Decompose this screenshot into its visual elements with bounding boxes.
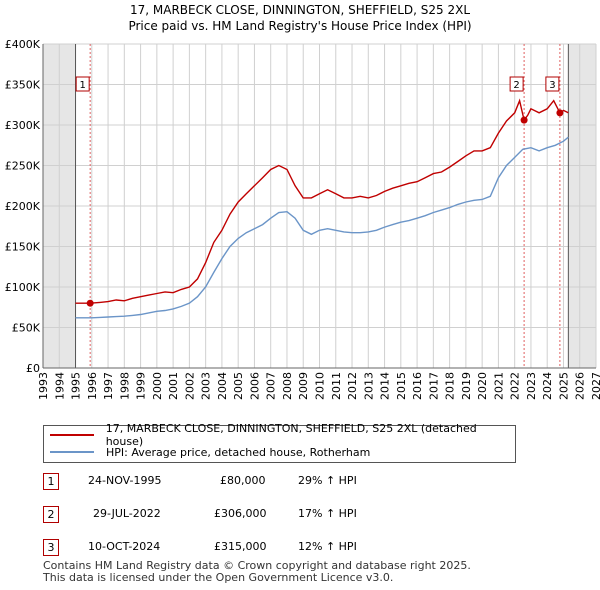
x-tick-label: 2014 xyxy=(379,372,392,400)
legend-item-property: 17, MARBECK CLOSE, DINNINGTON, SHEFFIELD… xyxy=(50,422,515,448)
x-tick-label: 2011 xyxy=(330,372,343,400)
sale-marker-label: 3 xyxy=(43,539,59,556)
sale-label-text: 1 xyxy=(79,80,85,91)
x-tick-label: 2021 xyxy=(492,372,505,400)
x-tick-label: 1997 xyxy=(102,372,115,400)
series-line-hpi xyxy=(75,136,569,319)
sale-date: 29-JUL-2022 xyxy=(93,507,161,520)
x-tick-label: 2016 xyxy=(411,372,424,400)
y-tick-label: £400K xyxy=(5,38,41,51)
x-tick-label: 2018 xyxy=(444,372,457,400)
x-tick-label: 2000 xyxy=(151,372,164,400)
legend-label-property: 17, MARBECK CLOSE, DINNINGTON, SHEFFIELD… xyxy=(105,422,477,448)
x-tick-label: 1998 xyxy=(118,372,131,400)
footer-copyright: Contains HM Land Registry data © Crown c… xyxy=(43,559,471,572)
x-tick-label: 2026 xyxy=(574,372,587,400)
legend-swatch-property xyxy=(50,434,94,436)
sale-label: 2 xyxy=(509,76,524,92)
y-tick-label: £200K xyxy=(5,200,41,213)
sale-label-text: 2 xyxy=(513,80,519,91)
y-tick-label: £50K xyxy=(12,322,41,335)
y-tick-label: £350K xyxy=(5,79,41,92)
sale-hpi-change: 17% ↑ HPI xyxy=(298,507,357,520)
sale-marker-label: 1 xyxy=(43,473,59,490)
x-tick-label: 2006 xyxy=(248,372,261,400)
x-tick-label: 2025 xyxy=(557,372,570,400)
sale-marker-label: 2 xyxy=(43,506,59,523)
legend-label-hpi: HPI: Average price, detached house, Roth… xyxy=(106,445,371,459)
x-tick-label: 2005 xyxy=(232,372,245,400)
x-tick-label: 2015 xyxy=(395,372,408,400)
sale-label-box xyxy=(509,76,524,92)
x-tick-label: 2007 xyxy=(265,372,278,400)
sale-hpi-change: 29% ↑ HPI xyxy=(298,474,357,487)
sale-label-text: 3 xyxy=(549,80,555,91)
sale-price: £306,000 xyxy=(214,507,267,520)
y-tick-label: £150K xyxy=(5,241,41,254)
x-tick-label: 2020 xyxy=(476,372,489,400)
x-tick-label: 2027 xyxy=(590,372,600,400)
x-tick-label: 2002 xyxy=(183,372,196,400)
legend: 17, MARBECK CLOSE, DINNINGTON, SHEFFIELD… xyxy=(43,422,516,463)
x-tick-label: 2003 xyxy=(200,372,213,400)
y-tick-label: £100K xyxy=(5,281,41,294)
sale-date: 10-OCT-2024 xyxy=(88,540,161,553)
sale-point xyxy=(86,299,94,307)
table-row: 2 29-JUL-2022 £306,000 17% ↑ HPI xyxy=(43,506,443,524)
x-tick-label: 1993 xyxy=(37,372,50,400)
sale-price: £80,000 xyxy=(220,474,266,487)
sale-label: 1 xyxy=(75,76,90,92)
x-tick-label: 2013 xyxy=(362,372,375,400)
table-row: 3 10-OCT-2024 £315,000 12% ↑ HPI xyxy=(43,539,443,557)
chart-title: 17, MARBECK CLOSE, DINNINGTON, SHEFFIELD… xyxy=(129,3,471,17)
y-tick-label: £0 xyxy=(26,362,40,375)
x-tick-label: 2023 xyxy=(525,372,538,400)
footer-licence: This data is licensed under the Open Gov… xyxy=(43,571,394,584)
y-tick-label: £300K xyxy=(5,119,41,132)
sale-price: £315,000 xyxy=(214,540,267,553)
x-tick-label: 2008 xyxy=(281,372,294,400)
x-tick-label: 2001 xyxy=(167,372,180,400)
x-tick-label: 2010 xyxy=(314,372,327,400)
legend-item-hpi: HPI: Average price, detached house, Roth… xyxy=(50,444,370,460)
x-tick-label: 1994 xyxy=(53,372,66,400)
sale-label-box xyxy=(75,76,90,92)
series-line-property xyxy=(75,98,569,304)
legend-swatch-hpi xyxy=(50,451,94,453)
sale-date: 24-NOV-1995 xyxy=(88,474,162,487)
x-tick-label: 2022 xyxy=(509,372,522,400)
table-row: 1 24-NOV-1995 £80,000 29% ↑ HPI xyxy=(43,473,443,491)
y-tick-label: £250K xyxy=(5,160,41,173)
x-tick-label: 2019 xyxy=(460,372,473,400)
x-tick-label: 2009 xyxy=(297,372,310,400)
footer: Contains HM Land Registry data © Crown c… xyxy=(43,560,471,584)
chart-subtitle: Price paid vs. HM Land Registry's House … xyxy=(128,19,472,33)
sale-label-box xyxy=(545,76,560,92)
x-tick-label: 2024 xyxy=(541,372,554,400)
chart-area: 1 2 3 £0 £50K £100K £150K £200K £250K £300K £350K £… xyxy=(5,38,600,400)
x-tick-label: 1996 xyxy=(86,372,99,400)
sale-point xyxy=(520,116,528,124)
x-tick-label: 1999 xyxy=(135,372,148,400)
x-tick-label: 2017 xyxy=(427,372,440,400)
x-tick-label: 2012 xyxy=(346,372,359,400)
x-tick-label: 2004 xyxy=(216,372,229,400)
sale-point xyxy=(556,109,564,117)
sale-label: 3 xyxy=(545,76,560,92)
sale-hpi-change: 12% ↑ HPI xyxy=(298,540,357,553)
x-tick-label: 1995 xyxy=(70,372,83,400)
